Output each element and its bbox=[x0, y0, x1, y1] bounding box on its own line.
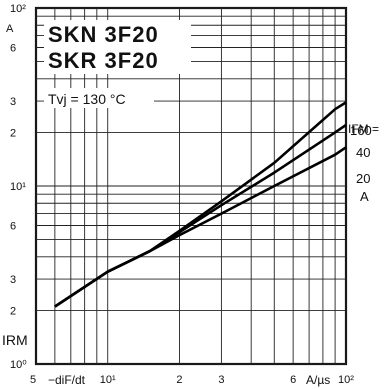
x-axis-label: −diF/dt bbox=[48, 373, 86, 387]
y-tick-label: 2 bbox=[10, 305, 16, 317]
series-layer bbox=[54, 101, 347, 308]
legend-unit: A bbox=[360, 189, 369, 204]
title-background-2 bbox=[44, 46, 191, 74]
y-tick-label: 3 bbox=[10, 96, 16, 108]
y-tick-label: 10² bbox=[10, 3, 26, 15]
y-tick-label: 10⁰ bbox=[10, 359, 27, 371]
y-axis-label: IRM bbox=[2, 332, 28, 348]
legend-background bbox=[348, 118, 384, 178]
y-tick-label: 10¹ bbox=[10, 181, 26, 193]
y-tick-label: 2 bbox=[10, 127, 16, 139]
series-line-20 bbox=[54, 146, 347, 308]
legend-item-20: 20 bbox=[356, 171, 370, 186]
x-tick-label: 10² bbox=[338, 374, 354, 386]
x-axis-unit: A/µs bbox=[306, 373, 330, 387]
y-tick-label: 6 bbox=[10, 220, 16, 232]
temperature-annotation: Tvj = 130 °C bbox=[48, 91, 126, 107]
x-tick-label: 3 bbox=[218, 374, 224, 386]
legend-item-40: 40 bbox=[356, 145, 370, 160]
chart-title-line-2: SKR 3F20 bbox=[48, 48, 159, 73]
legend-title: IFM = bbox=[348, 122, 379, 136]
grid bbox=[35, 7, 347, 365]
annotation-background bbox=[44, 88, 154, 108]
x-tick-label: 10¹ bbox=[100, 374, 116, 386]
series-line-160 bbox=[54, 101, 347, 308]
y-tick-label: 3 bbox=[10, 274, 16, 286]
tick-labels: 10⁰ 2 3 6 10¹ 2 3 6 10² 5 10¹ 2 3 6 10² bbox=[10, 3, 354, 386]
title-background-1 bbox=[44, 20, 191, 48]
x-tick-label: 5 bbox=[30, 374, 36, 386]
legend-item-160: 160 bbox=[350, 123, 372, 138]
chart-title-line-1: SKN 3F20 bbox=[48, 22, 159, 47]
y-axis-unit: A bbox=[6, 23, 14, 35]
x-tick-label: 2 bbox=[176, 374, 182, 386]
y-tick-label: 6 bbox=[10, 42, 16, 54]
x-tick-label: 6 bbox=[290, 374, 296, 386]
